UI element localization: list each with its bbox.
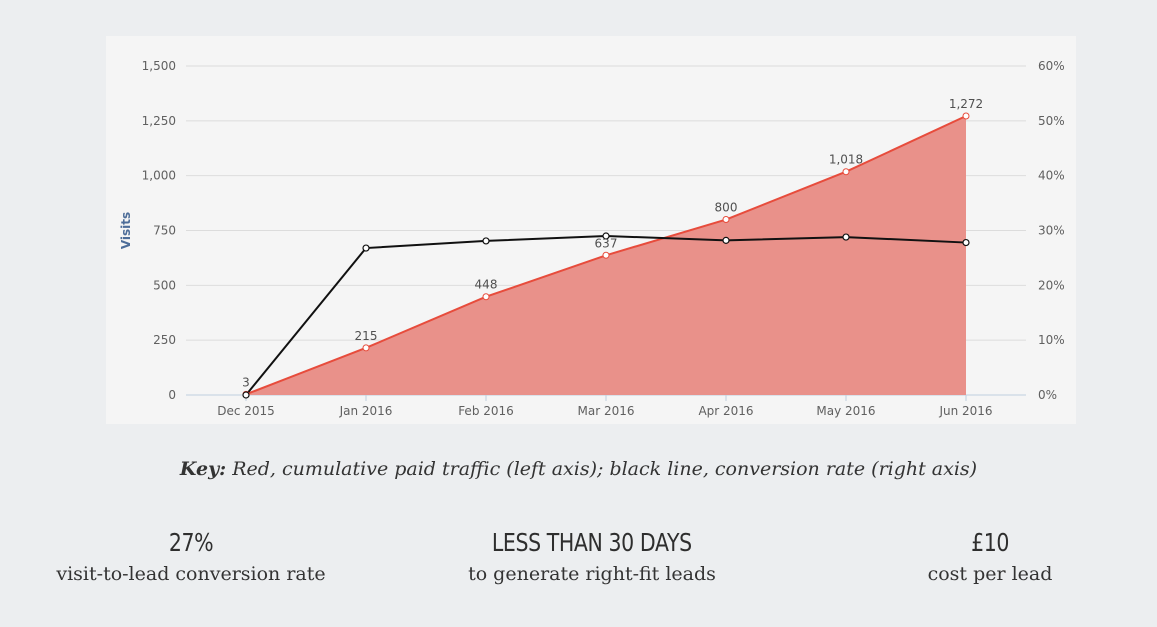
- data-label: 448: [475, 278, 498, 292]
- stat-cost-per-lead: £10 cost per lead: [880, 528, 1100, 585]
- chart-container: 0 250 500 750 1,000 1,250 1,500 0% 10% 20% 30% 40% 5…: [106, 36, 1076, 424]
- y2-tick-label: 40%: [1038, 169, 1065, 183]
- x-tick-label: Feb 2016: [458, 404, 514, 418]
- conversion-point: [842, 233, 850, 241]
- chart-caption: Key: Red, cumulative paid traffic (left …: [0, 458, 1157, 480]
- stat-value: LESS THAN 30 DAYS: [492, 528, 692, 557]
- data-label: 800: [715, 201, 738, 215]
- y-tick-label: 250: [153, 333, 176, 347]
- y2-tick-label: 50%: [1038, 114, 1065, 128]
- data-label: 1,018: [829, 153, 863, 167]
- x-tick-label: Jan 2016: [339, 404, 393, 418]
- caption-text: Red, cumulative paid traffic (left axis)…: [232, 458, 978, 480]
- data-label: 637: [595, 236, 618, 250]
- stat-conversion-rate: 27% visit-to-lead conversion rate: [41, 528, 341, 585]
- y-tick-label: 1,250: [142, 114, 176, 128]
- traffic-point: [602, 251, 610, 259]
- y2-tick-label: 30%: [1038, 224, 1065, 238]
- stat-time-to-leads: LESS THAN 30 DAYS to generate right-fit …: [437, 528, 747, 585]
- y2-tick-label: 20%: [1038, 278, 1065, 292]
- data-label: 3: [242, 375, 250, 389]
- stat-description: visit-to-lead conversion rate: [56, 563, 326, 585]
- traffic-point: [962, 112, 970, 120]
- x-tick-label: May 2016: [816, 404, 875, 418]
- conversion-point: [962, 238, 970, 247]
- conversion-point: [722, 236, 730, 244]
- y-tick-label: 500: [153, 278, 176, 292]
- traffic-point: [482, 293, 490, 301]
- stat-value: 27%: [168, 528, 214, 557]
- stat-description: to generate right-fit leads: [468, 563, 716, 585]
- traffic-point: [722, 216, 730, 224]
- y-tick-label: 750: [153, 224, 176, 238]
- data-label: 215: [355, 329, 378, 343]
- caption-key: Key:: [179, 458, 227, 480]
- x-tick-label: Dec 2015: [217, 404, 275, 418]
- y-tick-label: 1,000: [142, 169, 176, 183]
- traffic-point: [842, 168, 850, 176]
- conversion-point: [242, 391, 250, 399]
- y-tick-label: 1,500: [142, 59, 176, 73]
- conversion-point: [482, 237, 490, 245]
- combo-chart: 0 250 500 750 1,000 1,250 1,500 0% 10% 20% 30% 40% 5…: [119, 59, 1065, 418]
- stat-value: £10: [971, 528, 1009, 557]
- x-tick-label: Jun 2016: [938, 404, 992, 418]
- traffic-point: [362, 344, 370, 352]
- x-tick-label: Mar 2016: [578, 404, 635, 418]
- conversion-point: [602, 232, 610, 240]
- stat-description: cost per lead: [927, 563, 1053, 585]
- y-tick-label: 0: [168, 388, 176, 402]
- y2-tick-label: 60%: [1038, 59, 1065, 73]
- y2-tick-label: 0%: [1038, 388, 1057, 402]
- data-label: 1,272: [949, 97, 983, 111]
- x-tick-label: Apr 2016: [698, 404, 753, 418]
- conversion-point: [362, 244, 370, 252]
- y-axis-title: Visits: [119, 212, 133, 249]
- y2-tick-label: 10%: [1038, 333, 1065, 347]
